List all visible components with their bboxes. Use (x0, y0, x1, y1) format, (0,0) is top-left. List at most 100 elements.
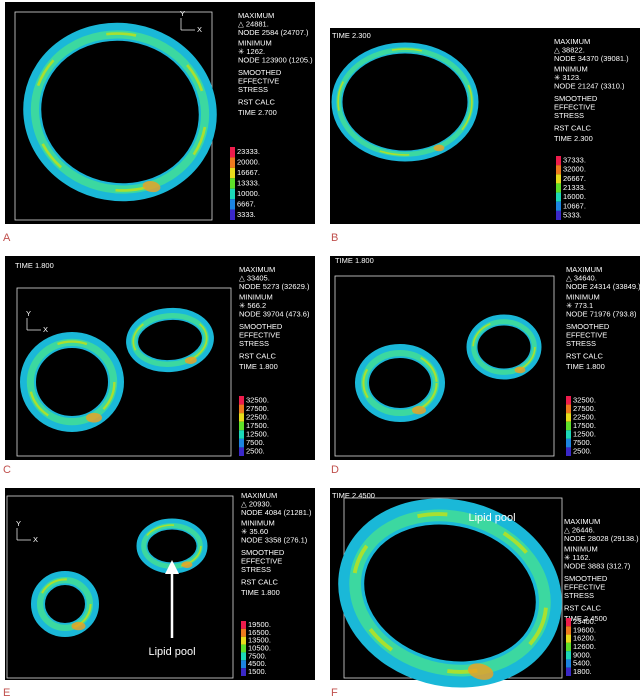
legend-label: 10000. (237, 189, 260, 198)
info-line: △ 38822. (554, 45, 585, 54)
panel-label: F (331, 687, 338, 699)
legend-swatch (230, 147, 235, 158)
time-top: TIME 2.4500 (332, 491, 375, 500)
ring-hotspot (412, 406, 426, 415)
panel-label: E (3, 687, 10, 699)
vessel-ring (466, 314, 542, 380)
panel: TIME 1.800 MAXIMUM△ 34640.NODE 24314 (338… (330, 256, 641, 460)
ring-band (132, 314, 208, 366)
ring-hotspot (71, 621, 86, 631)
info-line: NODE 3358 (276.1) (241, 535, 308, 544)
legend-swatch (556, 201, 561, 211)
info-line: ✳ 1262. (238, 47, 265, 56)
legend-swatch (566, 396, 571, 405)
info-line: SMOOTHED (238, 68, 282, 77)
info-line: MAXIMUM (566, 265, 602, 274)
legend-label: 16000. (563, 192, 586, 201)
vessel-ring (31, 571, 99, 637)
info-line: MINIMUM (239, 292, 273, 301)
legend-swatch (556, 192, 561, 202)
legend-swatch (239, 421, 244, 431)
ring-hotspot (514, 366, 526, 374)
vessel-ring (338, 498, 562, 688)
legend-label: 12500. (246, 430, 269, 439)
legend-label: 17500. (246, 421, 269, 430)
ring-band (362, 351, 438, 415)
legend-label: 5333. (563, 210, 582, 219)
panel-label: A (3, 232, 11, 244)
legend-label: 23333. (237, 147, 260, 156)
legend-label: 13500. (248, 636, 271, 645)
legend-label: 19600. (573, 625, 596, 634)
legend-swatch (241, 660, 246, 669)
info-line: △ 26446. (564, 525, 595, 534)
legend-label: 2500. (573, 447, 592, 456)
legend-swatch (230, 188, 235, 200)
info-line: NODE 5273 (32629.) (239, 282, 310, 291)
legend-label: 32500. (246, 395, 269, 404)
info-line: STRESS (554, 111, 584, 120)
panel-label: C (3, 464, 11, 476)
annotation: Lipid pool (148, 646, 195, 658)
ring-hotspot (467, 663, 494, 680)
vessel-ring (126, 307, 214, 373)
time-top: TIME 1.800 (15, 261, 54, 270)
legend-swatch (566, 634, 571, 643)
info-line: TIME 2.300 (554, 134, 593, 143)
annotation: Lipid pool (468, 512, 515, 524)
panel: Y X MAXIMUM△ 20930.NODE 4084 (21281.)MINIM… (5, 488, 315, 680)
vessel-ring (331, 42, 479, 162)
info-line: EFFECTIVE (238, 76, 279, 85)
plot-frame (334, 275, 555, 457)
ring-hotspot (184, 356, 197, 364)
panel-label: D (331, 464, 339, 476)
legend-swatch (566, 642, 571, 652)
legend-label: 23400. (573, 617, 596, 626)
axis-y-label: Y (26, 309, 31, 318)
legend-swatch (566, 447, 571, 456)
legend-label: 13333. (237, 178, 260, 187)
legend-label: 10667. (563, 201, 586, 210)
panel: TIME 2.4500 MAXIMUM△ 26446.NODE 28028 (29… (330, 488, 640, 688)
info-line: NODE 4084 (21281.) (241, 508, 312, 517)
info-line: NODE 2584 (24707.) (238, 28, 309, 37)
info-line: ✳ 35.60 (241, 527, 268, 536)
info-line: SMOOTHED (554, 94, 598, 103)
info-line: RST CALC (241, 577, 279, 586)
info-line: MAXIMUM (564, 517, 600, 526)
info-line: MAXIMUM (241, 491, 277, 500)
info-line: EFFECTIVE (564, 582, 605, 591)
info-line: STRESS (239, 339, 269, 348)
ring-hotspot (142, 181, 161, 193)
info-line: NODE 21247 (3310.) (554, 81, 625, 90)
legend-label: 7500. (248, 651, 267, 660)
info-line: MINIMUM (241, 518, 275, 527)
info-line: TIME 1.800 (239, 362, 278, 371)
info-line: ✳ 773.1 (566, 301, 593, 310)
legend-swatch (566, 430, 571, 439)
legend-swatch (230, 209, 235, 220)
panel: Y X MAXIMUM△ 24881.NODE 2584 (24707.)MINIM… (5, 2, 315, 224)
info-line: ✳ 566.2 (239, 301, 266, 310)
ring-band (32, 32, 208, 192)
legend-swatch (566, 404, 571, 414)
legend-swatch (566, 421, 571, 431)
panel: Y X TIME 1.800 MAXIMUM△ 33405.NODE 5273 (32… (5, 256, 315, 460)
vessel-ring (20, 332, 124, 432)
legend-swatch (566, 413, 571, 422)
info-line: RST CALC (564, 603, 602, 612)
info-line: SMOOTHED (564, 574, 608, 583)
legend-label: 6667. (237, 199, 256, 208)
legend-swatch (241, 644, 246, 653)
ring-band (351, 512, 549, 674)
legend-label: 7500. (573, 438, 592, 447)
legend-swatch (241, 636, 246, 645)
ring-band (142, 524, 202, 568)
info-line: RST CALC (239, 351, 277, 360)
info-line: STRESS (238, 85, 268, 94)
info-line: △ 20930. (241, 499, 272, 508)
legend-swatch (556, 210, 561, 220)
legend-label: 22500. (246, 412, 269, 421)
